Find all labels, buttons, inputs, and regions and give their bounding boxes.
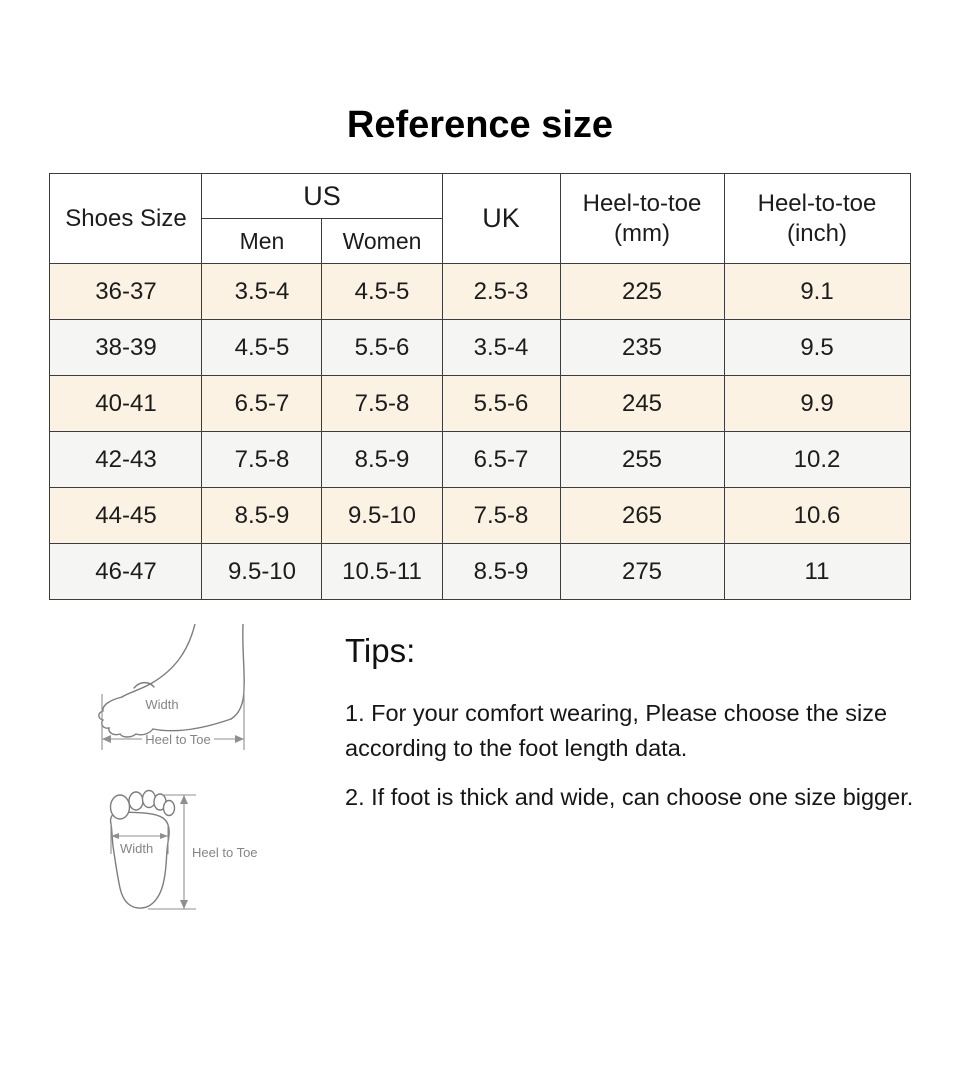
cell-heel-inch: 9.9	[723, 375, 911, 432]
cell-us-women: 9.5-10	[321, 487, 443, 544]
header-heel-to-toe-mm: Heel-to-toe (mm)	[559, 173, 725, 264]
cell-heel-inch: 10.6	[723, 487, 911, 544]
cell-heel-mm: 225	[559, 263, 725, 320]
heel-to-toe-label: Heel to Toe	[192, 845, 258, 860]
cell-us-men: 9.5-10	[201, 543, 323, 600]
cell-us-women: 8.5-9	[321, 431, 443, 488]
cell-us-men: 8.5-9	[201, 487, 323, 544]
table-row: 42-43 7.5-8 8.5-9 6.5-7 255 10.2	[49, 431, 911, 488]
table-row: 44-45 8.5-9 9.5-10 7.5-8 265 10.6	[49, 487, 911, 544]
cell-us-women: 7.5-8	[321, 375, 443, 432]
header-heel-to-toe-inch: Heel-to-toe (inch)	[723, 173, 911, 264]
heel-to-toe-label: Heel to Toe	[145, 732, 211, 747]
cell-shoes-size: 46-47	[49, 543, 203, 600]
cell-uk: 3.5-4	[441, 319, 561, 376]
header-shoes-size: Shoes Size	[49, 173, 203, 264]
size-chart-page: Reference size Shoes Size US UK Heel-to-…	[0, 104, 960, 926]
cell-heel-inch: 10.2	[723, 431, 911, 488]
cell-us-men: 3.5-4	[201, 263, 323, 320]
foot-diagrams: Width Heel to Toe	[50, 622, 345, 926]
cell-heel-mm: 255	[559, 431, 725, 488]
size-table-header: Shoes Size US UK Heel-to-toe (mm) Heel-t…	[49, 173, 911, 264]
tip-item-2: 2. If foot is thick and wide, can choose…	[345, 784, 914, 810]
cell-heel-mm: 265	[559, 487, 725, 544]
foot-bottom-diagram: Width Heel to Toe	[109, 789, 258, 910]
cell-uk: 5.5-6	[441, 375, 561, 432]
header-us-women: Women	[321, 218, 443, 264]
cell-us-women: 5.5-6	[321, 319, 443, 376]
cell-uk: 8.5-9	[441, 543, 561, 600]
cell-us-men: 6.5-7	[201, 375, 323, 432]
table-row: 40-41 6.5-7 7.5-8 5.5-6 245 9.9	[49, 375, 911, 432]
cell-shoes-size: 38-39	[49, 319, 203, 376]
header-row-1: Shoes Size US UK Heel-to-toe (mm) Heel-t…	[49, 173, 911, 264]
cell-shoes-size: 40-41	[49, 375, 203, 432]
foot-side-diagram: Width Heel to Toe	[98, 624, 245, 750]
bottom-section: Width Heel to Toe	[50, 622, 960, 926]
width-label: Width	[145, 697, 178, 712]
cell-uk: 7.5-8	[441, 487, 561, 544]
cell-uk: 6.5-7	[441, 431, 561, 488]
cell-heel-inch: 9.1	[723, 263, 911, 320]
width-label: Width	[120, 841, 153, 856]
header-us: US	[201, 173, 443, 219]
table-row: 46-47 9.5-10 10.5-11 8.5-9 275 11	[49, 543, 911, 600]
size-table-body: 36-37 3.5-4 4.5-5 2.5-3 225 9.1 38-39 4.…	[49, 263, 911, 600]
cell-uk: 2.5-3	[441, 263, 561, 320]
table-row: 36-37 3.5-4 4.5-5 2.5-3 225 9.1	[49, 263, 911, 320]
cell-us-women: 4.5-5	[321, 263, 443, 320]
header-us-men: Men	[201, 218, 323, 264]
cell-shoes-size: 36-37	[49, 263, 203, 320]
cell-us-men: 4.5-5	[201, 319, 323, 376]
cell-heel-mm: 275	[559, 543, 725, 600]
size-table: Shoes Size US UK Heel-to-toe (mm) Heel-t…	[49, 173, 911, 600]
tips-section: Tips: 1. For your comfort wearing, Pleas…	[345, 622, 920, 926]
cell-us-men: 7.5-8	[201, 431, 323, 488]
cell-heel-mm: 245	[559, 375, 725, 432]
page-title: Reference size	[346, 104, 614, 146]
cell-shoes-size: 42-43	[49, 431, 203, 488]
cell-shoes-size: 44-45	[49, 487, 203, 544]
cell-heel-inch: 9.5	[723, 319, 911, 376]
tips-title: Tips:	[345, 632, 416, 669]
cell-us-women: 10.5-11	[321, 543, 443, 600]
header-uk: UK	[441, 173, 561, 264]
cell-heel-mm: 235	[559, 319, 725, 376]
tip-item-1: 1. For your comfort wearing, Please choo…	[345, 700, 888, 761]
cell-heel-inch: 11	[723, 543, 911, 600]
table-row: 38-39 4.5-5 5.5-6 3.5-4 235 9.5	[49, 319, 911, 376]
